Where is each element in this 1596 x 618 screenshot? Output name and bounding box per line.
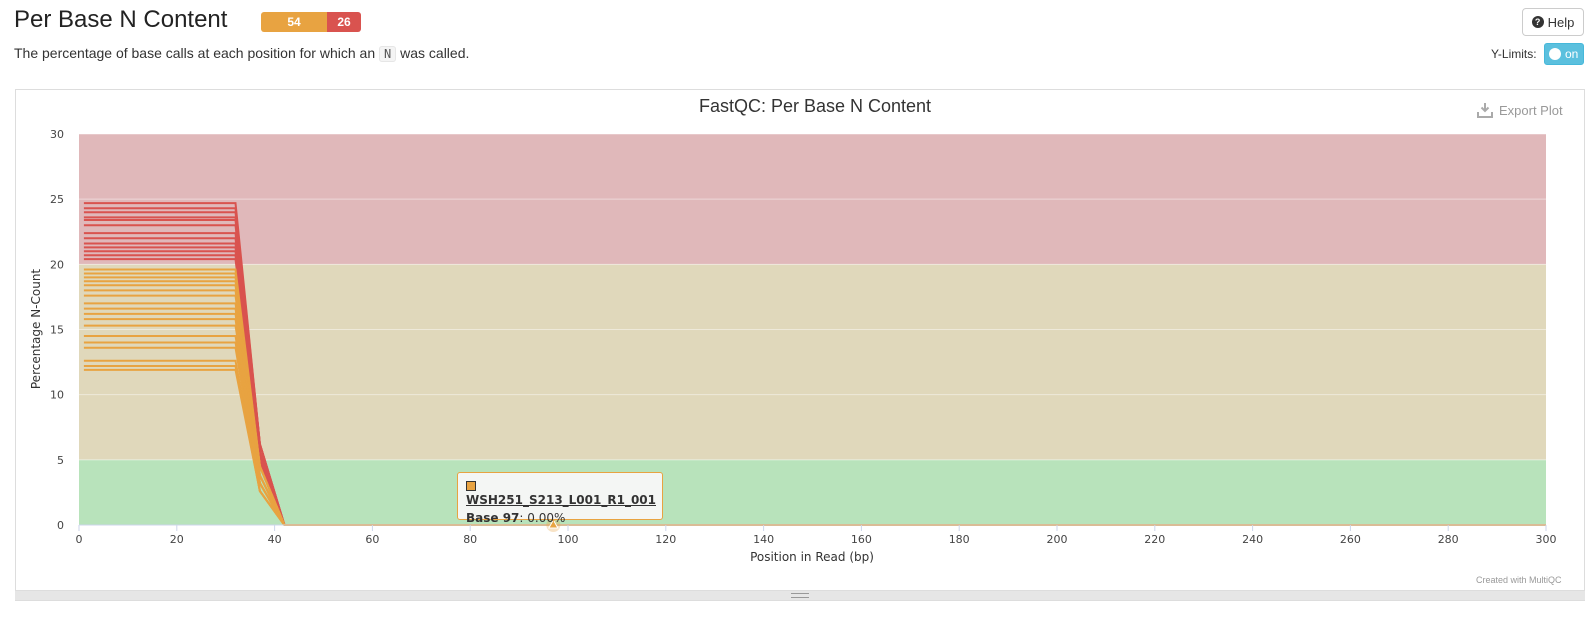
tooltip-sample-name: WSH251_S213_L001_R1_001	[466, 493, 656, 507]
x-tick-label: 160	[851, 533, 872, 546]
x-tick-label: 60	[365, 533, 379, 546]
y-tick-label: 25	[50, 193, 64, 206]
band-warn	[79, 264, 1546, 460]
question-circle-icon: ?	[1531, 16, 1544, 28]
x-axis-label: Position in Read (bp)	[750, 550, 874, 564]
ylimits-toggle[interactable]: on	[1544, 43, 1584, 65]
status-fail-count[interactable]: 26	[327, 12, 361, 32]
y-axis-label: Percentage N-Count	[29, 269, 43, 390]
x-tick-label: 240	[1242, 533, 1263, 546]
resize-grip-icon	[791, 593, 809, 598]
x-tick-label: 140	[753, 533, 774, 546]
y-tick-label: 20	[50, 258, 64, 271]
x-tick-label: 300	[1536, 533, 1557, 546]
x-tick-label: 100	[558, 533, 579, 546]
x-tick-label: 180	[949, 533, 970, 546]
x-tick-label: 220	[1144, 533, 1165, 546]
export-plot-label: Export Plot	[1499, 102, 1563, 118]
band-pass	[79, 459, 1546, 525]
tooltip-base-label: Base 97	[466, 511, 520, 525]
export-plot-button[interactable]: Export Plot	[1477, 102, 1563, 118]
y-tick-label: 5	[57, 454, 64, 467]
status-bar[interactable]: 54 26	[261, 12, 361, 32]
y-tick-label: 0	[57, 519, 64, 532]
ylimits-toggle-label: on	[1565, 47, 1579, 61]
hover-marker	[547, 518, 559, 529]
section-description: The percentage of base calls at each pos…	[14, 45, 470, 62]
multiqc-credit: Created with MultiQC	[1476, 575, 1562, 585]
code-n: N	[379, 46, 397, 62]
plot-resize-handle[interactable]	[15, 590, 1585, 600]
y-tick-label: 15	[50, 324, 64, 337]
x-tick-label: 40	[268, 533, 282, 546]
toggle-knob	[1549, 48, 1561, 60]
tooltip-swatch	[466, 481, 476, 491]
x-tick-label: 280	[1438, 533, 1459, 546]
band-fail	[79, 134, 1546, 265]
x-tick-label: 260	[1340, 533, 1361, 546]
page-title: Per Base N Content	[14, 6, 228, 33]
help-button-label: Help	[1547, 14, 1575, 30]
tooltip-value: : 0.00%	[519, 511, 566, 525]
chart-title: FastQC: Per Base N Content	[699, 96, 931, 116]
x-tick-label: 20	[170, 533, 184, 546]
x-tick-label: 0	[76, 533, 83, 546]
y-tick-label: 30	[50, 128, 64, 141]
chart-tooltip: WSH251_S213_L001_R1_001 Base 97: 0.00%	[457, 472, 663, 525]
download-icon	[1477, 103, 1493, 118]
status-warn-count[interactable]: 54	[261, 12, 327, 32]
ylimits-label: Y-Limits:	[1491, 47, 1537, 61]
x-tick-label: 120	[655, 533, 676, 546]
x-tick-label: 80	[463, 533, 477, 546]
y-tick-label: 10	[50, 389, 64, 402]
help-button[interactable]: ? Help	[1522, 8, 1584, 36]
x-tick-label: 200	[1047, 533, 1068, 546]
